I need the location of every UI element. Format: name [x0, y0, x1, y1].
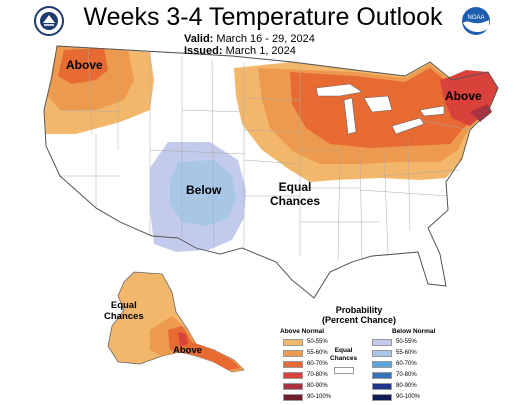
legend-below-row: 80-90%: [372, 382, 417, 390]
state-boundaries: [59, 47, 471, 261]
great-lakes: [315, 83, 445, 135]
legend-above-label: 60-70%: [307, 361, 328, 367]
legend-above-label: 55-60%: [307, 350, 328, 356]
legend-below-label: 55-60%: [396, 350, 417, 356]
label-alaska-equal: Equal Chances: [104, 300, 144, 322]
legend-above-header: Above Normal: [280, 328, 325, 335]
legend-below-swatch: [372, 338, 392, 346]
legend-title: Probability (Percent Chance): [322, 305, 397, 325]
legend-below-row: 90-100%: [372, 393, 420, 401]
legend-above-swatch: [283, 371, 303, 379]
legend-below-label: 70-80%: [396, 372, 417, 378]
above-region-nw-60: [58, 48, 108, 84]
issued-line: Issued: March 1, 2024: [184, 45, 296, 57]
valid-line: Valid: March 16 - 29, 2024: [184, 33, 315, 45]
legend-above-row: 70-80%: [283, 371, 328, 379]
legend-below-row: 55-60%: [372, 349, 417, 357]
legend-below-row: 70-80%: [372, 371, 417, 379]
label-below: Below: [186, 183, 222, 197]
legend-below-label: 90-100%: [396, 394, 421, 400]
legend-equal-label: Equal Chances: [330, 347, 358, 362]
legend-equal-swatch: [334, 367, 354, 374]
legend-above-row: 55-60%: [283, 349, 328, 357]
conus-outline: [43, 45, 499, 299]
valid-label: Valid:: [184, 33, 214, 45]
legend-below-swatch: [372, 382, 392, 390]
legend-below-row: 60-70%: [372, 360, 417, 368]
legend-below-label: 60-70%: [396, 361, 417, 367]
legend-above-label: 70-80%: [307, 372, 328, 378]
legend-below-label: 80-90%: [396, 383, 417, 389]
legend-above-row: 90-100%: [283, 393, 331, 401]
legend-below-header: Below Normal: [392, 328, 436, 335]
legend-below-swatch: [372, 371, 392, 379]
page-title: Weeks 3-4 Temperature Outlook: [83, 3, 443, 31]
label-above-ne: Above: [445, 89, 482, 103]
alaska-above-70: [178, 332, 188, 346]
legend-above-swatch: [283, 349, 303, 357]
legend-below-swatch: [372, 360, 392, 368]
noaa-logo-icon: NOAA: [462, 7, 490, 35]
legend-above-swatch: [283, 360, 303, 368]
legend-above-row: 60-70%: [283, 360, 328, 368]
valid-dates: March 16 - 29, 2024: [216, 33, 315, 45]
noaa-seal-icon: [34, 6, 64, 36]
label-alaska-above: Above: [173, 345, 203, 356]
legend-below-swatch: [372, 349, 392, 357]
legend-below-swatch: [372, 393, 392, 401]
below-region-55: [170, 160, 236, 226]
above-region-ne-80: [470, 104, 492, 122]
legend-above-swatch: [283, 382, 303, 390]
legend-above-row: 50-55%: [283, 338, 328, 346]
legend-above-label: 80-90%: [307, 383, 328, 389]
legend-above-swatch: [283, 338, 303, 346]
issued-label: Issued:: [184, 45, 223, 57]
legend-below-row: 50-55%: [372, 338, 417, 346]
legend-below-label: 50-55%: [396, 339, 417, 345]
legend-above-swatch: [283, 393, 303, 401]
label-equal-chances: Equal Chances: [270, 180, 321, 208]
legend-above-label: 50-55%: [307, 339, 328, 345]
issued-date: March 1, 2024: [225, 45, 296, 57]
noaa-logo-text: NOAA: [467, 15, 484, 21]
legend-above-label: 90-100%: [307, 394, 332, 400]
label-above-nw: Above: [66, 58, 103, 72]
legend-above-row: 80-90%: [283, 382, 328, 390]
